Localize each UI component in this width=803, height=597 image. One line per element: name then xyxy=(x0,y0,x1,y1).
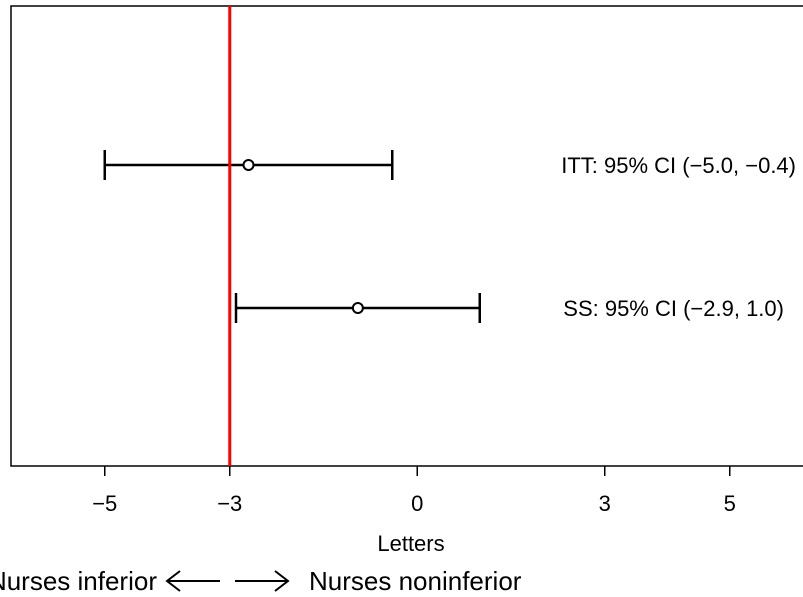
x-tick-label: −5 xyxy=(92,491,117,516)
x-axis: −5 −3 0 3 5 xyxy=(92,466,736,516)
direction-right-label: Nurses noninferior xyxy=(309,566,522,596)
ci-label: ITT: 95% CI (−5.0, −0.4) xyxy=(561,153,796,178)
plot-frame xyxy=(10,5,803,467)
point-estimate xyxy=(242,159,255,171)
right-arrow-icon xyxy=(235,570,290,592)
direction-left-label: Nurses inferior xyxy=(0,566,157,596)
point-estimate xyxy=(351,302,364,314)
left-arrow-icon xyxy=(165,570,220,592)
direction-indicator: Nurses inferior Nurses noninferior xyxy=(0,566,522,596)
x-tick-label: 3 xyxy=(599,491,611,516)
x-tick-label: 5 xyxy=(724,491,736,516)
ci-label: SS: 95% CI (−2.9, 1.0) xyxy=(563,296,784,321)
plot-marks: ITT: 95% CI (−5.0, −0.4) SS: 95% CI (−2.9… xyxy=(103,6,796,466)
x-tick-label: −3 xyxy=(217,491,242,516)
x-axis-label: Letters xyxy=(377,531,444,556)
x-tick-label: 0 xyxy=(411,491,423,516)
